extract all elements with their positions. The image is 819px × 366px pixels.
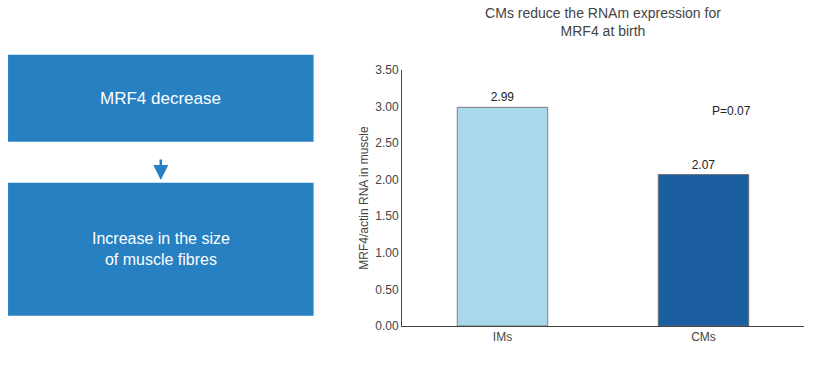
svg-text:CMs reduce the RNAm expression: CMs reduce the RNAm expression forMRF4 a… [485,5,721,39]
svg-text:0.00: 0.00 [375,319,399,333]
svg-text:3.50: 3.50 [375,63,399,77]
svg-text:CMs: CMs [691,330,716,344]
svg-text:Increase in the sizeof muscle: Increase in the sizeof muscle fibres [92,230,230,268]
svg-text:2.99: 2.99 [491,90,515,104]
svg-text:IMs: IMs [493,330,512,344]
svg-text:1.00: 1.00 [375,246,399,260]
svg-text:1.50: 1.50 [375,209,399,223]
svg-text:2.50: 2.50 [375,136,399,150]
svg-text:3.00: 3.00 [375,100,399,114]
svg-text:2.07: 2.07 [692,158,716,172]
svg-text:MRF4/actin RNA in muscle: MRF4/actin RNA in muscle [357,126,371,270]
svg-text:0.50: 0.50 [375,283,399,297]
svg-text:MRF4 decrease: MRF4 decrease [100,89,221,108]
svg-text:P=0.07: P=0.07 [712,104,751,118]
svg-text:2.00: 2.00 [375,173,399,187]
